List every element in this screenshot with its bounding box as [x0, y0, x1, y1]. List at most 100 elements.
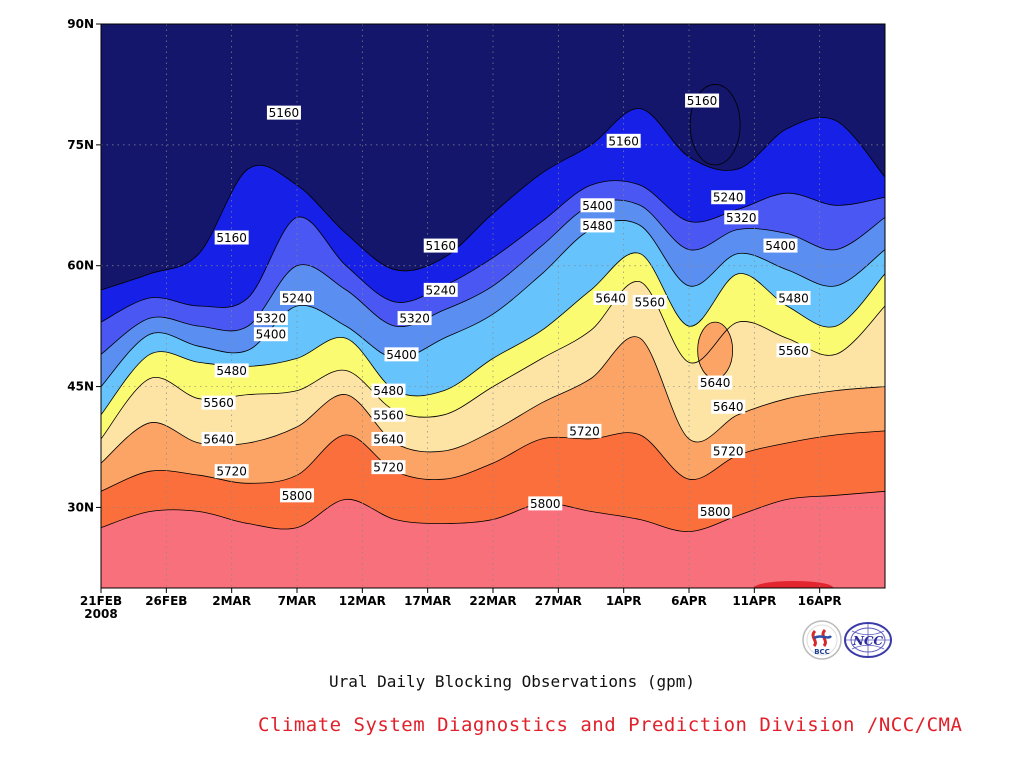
contour-label-text: 5800: [282, 489, 313, 503]
contour-label-box: [606, 133, 641, 148]
contour-label-5400: 5400: [763, 238, 798, 253]
contour-label-text: 5160: [425, 239, 456, 253]
y-tick-label: 45N: [67, 380, 94, 394]
contour-label-box: [253, 311, 288, 326]
contour-label-box: [371, 383, 406, 398]
contour-label-5800: 5800: [528, 496, 563, 511]
contour-label-box: [711, 190, 746, 205]
contour-label-text: 5480: [778, 291, 809, 305]
contour-label-text: 5400: [386, 348, 417, 362]
closed-contour-5640: [697, 321, 734, 379]
contour-label-box: [763, 238, 798, 253]
contour-label-text: 5560: [203, 396, 234, 410]
isoline-5320: [101, 199, 885, 355]
contour-label-5640: 5640: [698, 375, 733, 390]
x-tick-label: 1APR: [606, 594, 642, 608]
contour-label-box: [698, 375, 733, 390]
x-tick-label: 26FEB: [145, 594, 187, 608]
contour-label-box: [711, 444, 746, 459]
contour-label-text: 5640: [700, 376, 731, 390]
y-tick-label: 60N: [67, 259, 94, 273]
contour-label-box: [214, 464, 249, 479]
contour-label-text: 5400: [256, 328, 287, 342]
contour-label-box: [698, 504, 733, 519]
contour-label-box: [711, 399, 746, 414]
contour-label-text: 5160: [687, 94, 718, 108]
x-tick-label: 6APR: [671, 594, 707, 608]
contour-label-text: 5640: [373, 432, 404, 446]
contour-label-5160: 5160: [685, 93, 720, 108]
contour-label-5320: 5320: [397, 311, 432, 326]
contour-label-box: [632, 294, 667, 309]
contour-label-5480: 5480: [580, 218, 615, 233]
band-warm-spot: [753, 581, 834, 588]
contour-label-box: [214, 230, 249, 245]
contour-label-box: [266, 105, 301, 120]
x-tick-label: 12MAR: [339, 594, 386, 608]
contour-label-text: 5400: [765, 239, 796, 253]
contour-label-5160: 5160: [606, 133, 641, 148]
contour-label-text: 5720: [569, 424, 600, 438]
contour-label-text: 5640: [595, 291, 626, 305]
x-tick-label: 27MAR: [535, 594, 582, 608]
contour-label-text: 5320: [256, 312, 287, 326]
contour-label-text: 5160: [269, 106, 300, 120]
contour-label-5320: 5320: [724, 210, 759, 225]
contour-label-box: [371, 431, 406, 446]
contour-label-5480: 5480: [371, 383, 406, 398]
contour-label-text: 5240: [713, 191, 744, 205]
contour-label-5560: 5560: [776, 343, 811, 358]
contour-label-5160: 5160: [214, 230, 249, 245]
contour-label-5400: 5400: [253, 327, 288, 342]
chart-title: Ural Daily Blocking Observations (gpm): [328, 672, 696, 691]
contour-label-5160: 5160: [266, 105, 301, 120]
contour-label-5240: 5240: [423, 282, 458, 297]
bcc-logo-text: BCC: [814, 648, 830, 656]
contour-label-5240: 5240: [711, 190, 746, 205]
contour-label-box: [528, 496, 563, 511]
contour-label-text: 5720: [713, 445, 744, 459]
contour-label-5560: 5560: [371, 407, 406, 422]
contour-label-box: [580, 198, 615, 213]
x-tick-label: 11APR: [732, 594, 776, 608]
contour-label-box: [201, 395, 236, 410]
contour-label-5800: 5800: [280, 488, 314, 503]
contour-label-5640: 5640: [711, 399, 746, 414]
contour-label-box: [280, 488, 314, 503]
credit-line: Climate System Diagnostics and Predictio…: [258, 714, 963, 736]
contour-label-5400: 5400: [580, 198, 615, 213]
contour-label-5480: 5480: [214, 363, 249, 378]
contour-label-box: [201, 431, 236, 446]
contour-label-box: [214, 363, 249, 378]
contour-label-text: 5480: [582, 219, 613, 233]
isoline-5400: [101, 220, 885, 387]
contour-label-5640: 5640: [593, 290, 628, 305]
contour-label-5560: 5560: [632, 294, 667, 309]
y-tick-label: 90N: [67, 17, 94, 31]
contour-label-box: [397, 311, 432, 326]
contour-label-5640: 5640: [201, 431, 236, 446]
isoline-5560: [101, 281, 885, 440]
contour-label-box: [371, 407, 406, 422]
contour-label-box: [580, 218, 615, 233]
contour-label-text: 5400: [582, 199, 613, 213]
contour-label-box: [253, 327, 288, 342]
x-tick-label: 7MAR: [278, 594, 317, 608]
contour-label-box: [423, 282, 458, 297]
x-tick-label: 17MAR: [404, 594, 451, 608]
contour-labels: 5160 5160 5160 5160 5160 5240 5240 5240 5320 5320…: [201, 93, 811, 519]
contour-label-5720: 5720: [567, 423, 602, 438]
contour-label-box: [776, 343, 811, 358]
contour-label-5720: 5720: [371, 460, 406, 475]
contour-label-text: 5160: [608, 134, 639, 148]
contour-label-box: [280, 290, 314, 305]
contour-label-5720: 5720: [711, 444, 746, 459]
y-tick-label: 30N: [67, 500, 94, 514]
contour-label-5400: 5400: [384, 347, 419, 362]
contour-label-box: [371, 460, 406, 475]
contour-label-box: [776, 290, 811, 305]
isoline-5720: [101, 430, 885, 492]
contour-label-text: 5160: [216, 231, 247, 245]
contour-label-text: 5800: [530, 497, 561, 511]
